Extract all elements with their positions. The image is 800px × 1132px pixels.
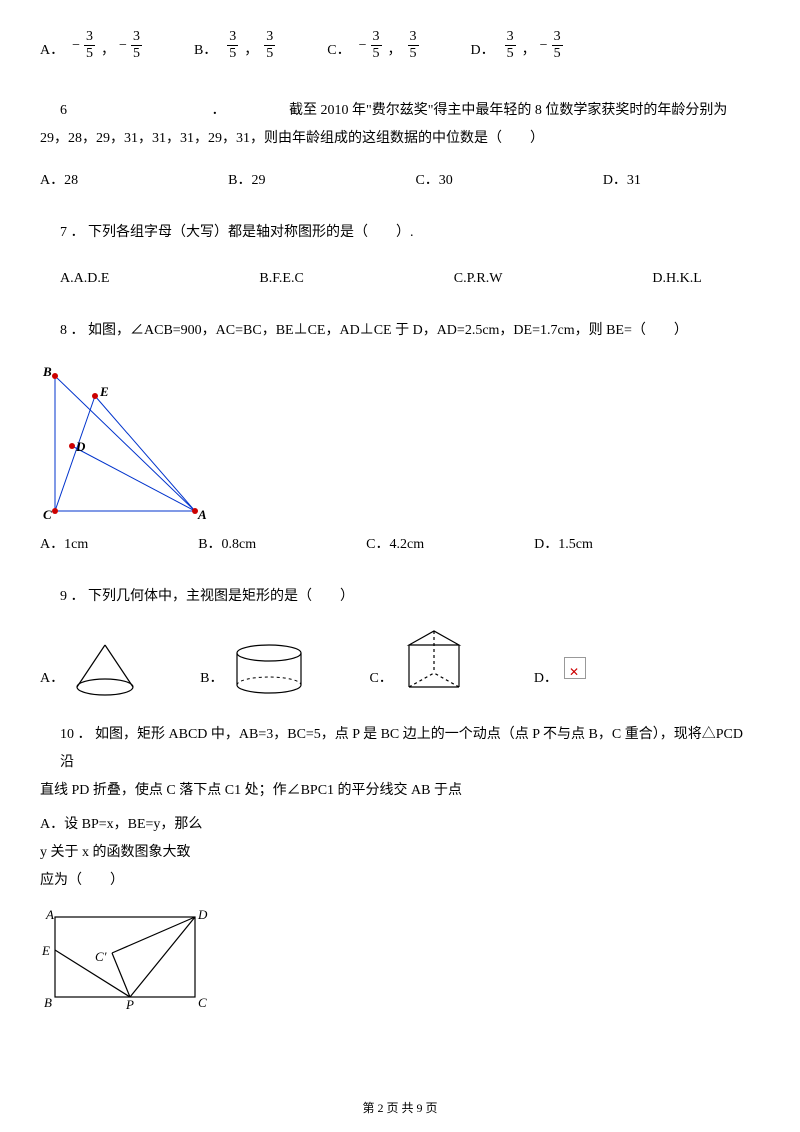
broken-image-icon: [564, 657, 586, 679]
q7-option-c: C.P.R.W: [454, 265, 503, 293]
prism-icon: [399, 627, 474, 697]
q9-option-b: B．: [200, 641, 309, 697]
q6-options: A．28 B．29 C．30 D．31: [40, 167, 760, 195]
q8-figure: B E D C A: [40, 361, 760, 521]
q8-option-a: A．1cm: [40, 531, 88, 559]
q9-options: A． B． C．: [40, 627, 760, 697]
svg-text:B: B: [42, 364, 52, 379]
q5-option-d: D． 35 ， −35: [471, 30, 565, 61]
q6-option-a: A．28: [40, 167, 78, 195]
q7-options: A.A.D.E B.F.E.C C.P.R.W D.H.K.L: [60, 265, 760, 293]
q10-number: 10 ．: [60, 727, 92, 742]
question-10: 10 ． 如图，矩形 ABCD 中，AB=3，BC=5，点 P 是 BC 边上的…: [40, 721, 760, 1010]
q7-text: 下列各组字母（大写）都是轴对称图形的是（ ）.: [88, 225, 414, 240]
q10-figure: A D E C′ B P C: [40, 905, 760, 1010]
svg-text:A: A: [45, 907, 54, 922]
option-label: C．: [327, 39, 350, 61]
q7-option-a: A.A.D.E: [60, 265, 109, 293]
q9-option-c: C．: [369, 627, 473, 697]
svg-text:B: B: [44, 995, 52, 1010]
q5-option-a: A． −35 ， −35: [40, 30, 144, 61]
q8-options: A．1cm B．0.8cm C．4.2cm D．1.5cm: [40, 531, 760, 559]
question-6: 6 ． 截至 2010 年"费尔兹奖"得主中最年轻的 8 位数学家获奖时的年龄分…: [40, 97, 760, 195]
question-9: 9 ． 下列几何体中，主视图是矩形的是（ ） A． B． C．: [40, 583, 760, 697]
question-7: 7 ． 下列各组字母（大写）都是轴对称图形的是（ ）. A.A.D.E B.F.…: [40, 219, 760, 293]
q9-option-a: A．: [40, 639, 140, 697]
q6-option-d: D．31: [603, 167, 641, 195]
q8-option-d: D．1.5cm: [534, 531, 593, 559]
q7-number: 7 ．: [60, 225, 85, 240]
q8-number: 8 ．: [60, 323, 85, 338]
svg-text:D: D: [197, 907, 208, 922]
cone-icon: [70, 639, 140, 697]
q7-option-d: D.H.K.L: [652, 265, 701, 293]
svg-text:E: E: [99, 384, 109, 399]
q6-option-b: B．29: [228, 167, 265, 195]
svg-text:C′: C′: [95, 949, 107, 964]
svg-text:C: C: [43, 507, 52, 521]
q5-option-c: C． −35 ， 35: [327, 30, 420, 61]
question-8: 8 ． 如图，∠ACB=900，AC=BC，BE⊥CE，AD⊥CE 于 D，AD…: [40, 317, 760, 559]
q5-options: A． −35 ， −35 B． 35 ， 35 C． −35 ， 35 D． 3…: [40, 30, 760, 61]
q10-text-e: 应为（ ）: [40, 867, 760, 895]
q6-text-b: 29，28，29，31，31，31，29，31，则由年龄组成的这组数据的中位数是…: [40, 125, 760, 153]
svg-text:C: C: [198, 995, 207, 1010]
q6-option-c: C．30: [415, 167, 452, 195]
q10-text-a: 如图，矩形 ABCD 中，AB=3，BC=5，点 P 是 BC 边上的一个动点（…: [60, 727, 743, 770]
q9-option-d: D．: [534, 657, 586, 697]
q7-option-b: B.F.E.C: [259, 265, 303, 293]
svg-text:A: A: [197, 507, 207, 521]
q10-text-c: A．设 BP=x，BE=y，那么: [40, 811, 760, 839]
option-label: D．: [471, 39, 495, 61]
q8-text: 如图，∠ACB=900，AC=BC，BE⊥CE，AD⊥CE 于 D，AD=2.5…: [88, 323, 688, 338]
q6-text-a: 截至 2010 年"费尔兹奖"得主中最年轻的 8 位数学家获奖时的年龄分别为: [289, 103, 727, 118]
q8-option-b: B．0.8cm: [198, 531, 256, 559]
svg-text:E: E: [41, 943, 50, 958]
option-label: B．: [194, 39, 217, 61]
svg-text:P: P: [125, 997, 134, 1010]
page-footer: 第 2 页 共 9 页: [0, 1099, 800, 1116]
cylinder-icon: [229, 641, 309, 697]
q10-text-b: 直线 PD 折叠，使点 C 落下点 C1 处；作∠BPC1 的平分线交 AB 于…: [40, 777, 760, 805]
option-label: A．: [40, 39, 64, 61]
q8-option-c: C．4.2cm: [366, 531, 424, 559]
q6-number: 6: [60, 97, 82, 125]
q9-number: 9 ．: [60, 589, 85, 604]
svg-text:D: D: [75, 439, 86, 454]
q5-option-b: B． 35 ， 35: [194, 30, 277, 61]
q10-text-d: y 关于 x 的函数图象大致: [40, 839, 760, 867]
q9-text: 下列几何体中，主视图是矩形的是（ ）: [88, 589, 354, 604]
